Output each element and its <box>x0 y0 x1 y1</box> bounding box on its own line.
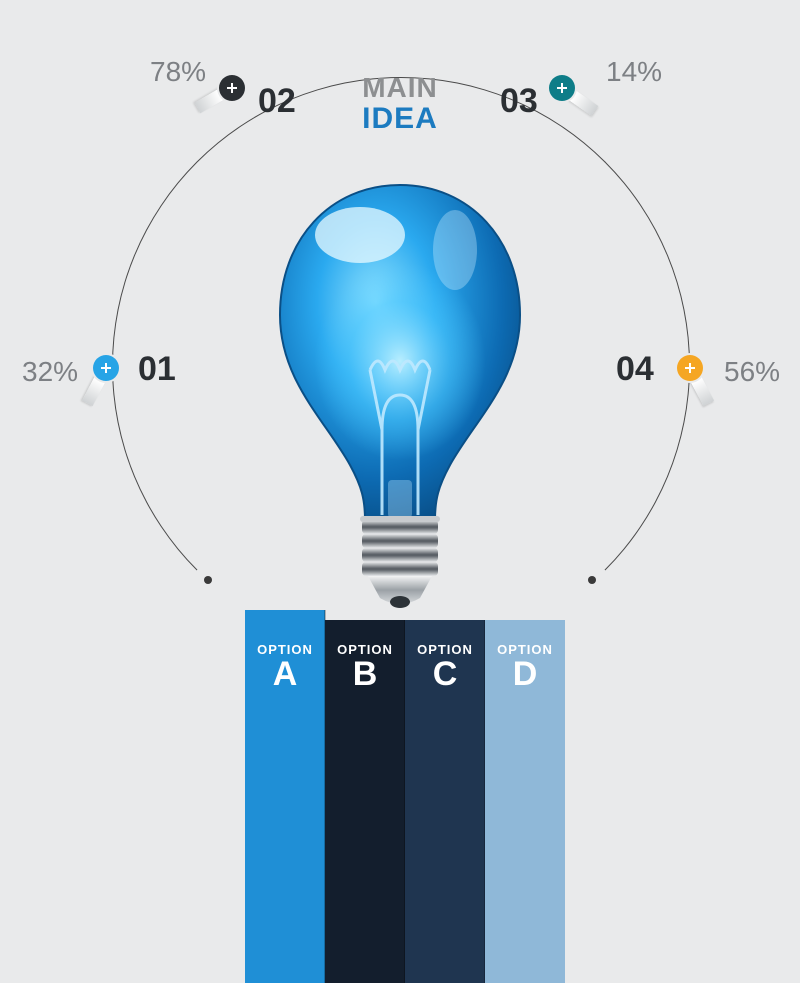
title-line2: IDEA <box>300 102 500 136</box>
arc-end-right <box>588 576 596 584</box>
option-letter-d: D <box>485 655 565 694</box>
option-letter-c: C <box>405 655 485 694</box>
number-03: 03 <box>500 82 538 121</box>
infographic-stage: MAIN IDEA 01 32% 02 78% 03 14% 04 56% <box>0 0 800 983</box>
number-01: 01 <box>138 350 176 389</box>
option-bar-a: OPTION A <box>245 610 325 983</box>
title-line1: MAIN <box>300 72 500 104</box>
number-02: 02 <box>258 82 296 121</box>
option-bar-c: OPTION C <box>405 620 485 983</box>
option-bars: OPTION A OPTION B OPTION C OPTION D <box>245 620 565 983</box>
percent-01: 32% <box>22 356 78 388</box>
number-04: 04 <box>616 350 654 389</box>
plus-icon <box>556 82 568 94</box>
lightbulb-icon <box>270 180 530 615</box>
badge-01 <box>93 355 119 381</box>
percent-04: 56% <box>724 356 780 388</box>
percent-02: 78% <box>150 56 206 88</box>
option-letter-a: A <box>245 655 325 694</box>
option-letter-b: B <box>325 655 405 694</box>
badge-02 <box>219 75 245 101</box>
main-title: MAIN IDEA <box>300 72 500 136</box>
plus-icon <box>226 82 238 94</box>
option-bar-b: OPTION B <box>325 620 405 983</box>
plus-icon <box>100 362 112 374</box>
arc-end-left <box>204 576 212 584</box>
percent-03: 14% <box>606 56 662 88</box>
option-bar-d: OPTION D <box>485 620 565 983</box>
plus-icon <box>684 362 696 374</box>
badge-04 <box>677 355 703 381</box>
badge-03 <box>549 75 575 101</box>
